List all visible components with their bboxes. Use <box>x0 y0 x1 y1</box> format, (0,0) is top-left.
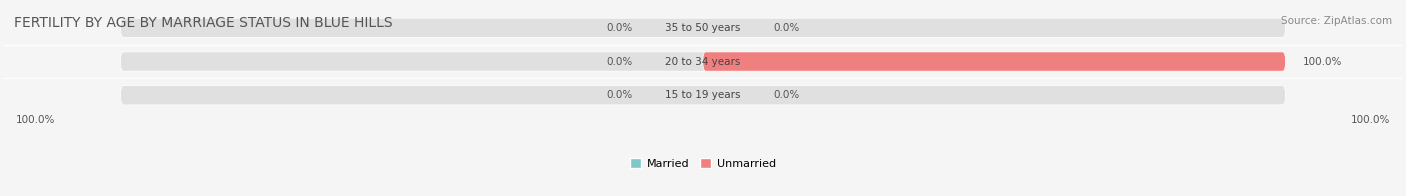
Text: 35 to 50 years: 35 to 50 years <box>665 23 741 33</box>
Text: 0.0%: 0.0% <box>773 90 799 100</box>
Text: 100.0%: 100.0% <box>15 115 55 125</box>
Legend: Married, Unmarried: Married, Unmarried <box>626 153 780 173</box>
Text: 0.0%: 0.0% <box>607 90 633 100</box>
Text: 0.0%: 0.0% <box>607 23 633 33</box>
Text: 100.0%: 100.0% <box>1351 115 1391 125</box>
FancyBboxPatch shape <box>121 86 1285 105</box>
Text: 0.0%: 0.0% <box>773 23 799 33</box>
FancyBboxPatch shape <box>703 52 1285 71</box>
Text: 20 to 34 years: 20 to 34 years <box>665 56 741 66</box>
Text: FERTILITY BY AGE BY MARRIAGE STATUS IN BLUE HILLS: FERTILITY BY AGE BY MARRIAGE STATUS IN B… <box>14 16 392 30</box>
Text: 0.0%: 0.0% <box>607 56 633 66</box>
Text: Source: ZipAtlas.com: Source: ZipAtlas.com <box>1281 16 1392 26</box>
Text: 15 to 19 years: 15 to 19 years <box>665 90 741 100</box>
Text: 100.0%: 100.0% <box>1303 56 1343 66</box>
FancyBboxPatch shape <box>121 18 1285 37</box>
FancyBboxPatch shape <box>121 52 1285 71</box>
